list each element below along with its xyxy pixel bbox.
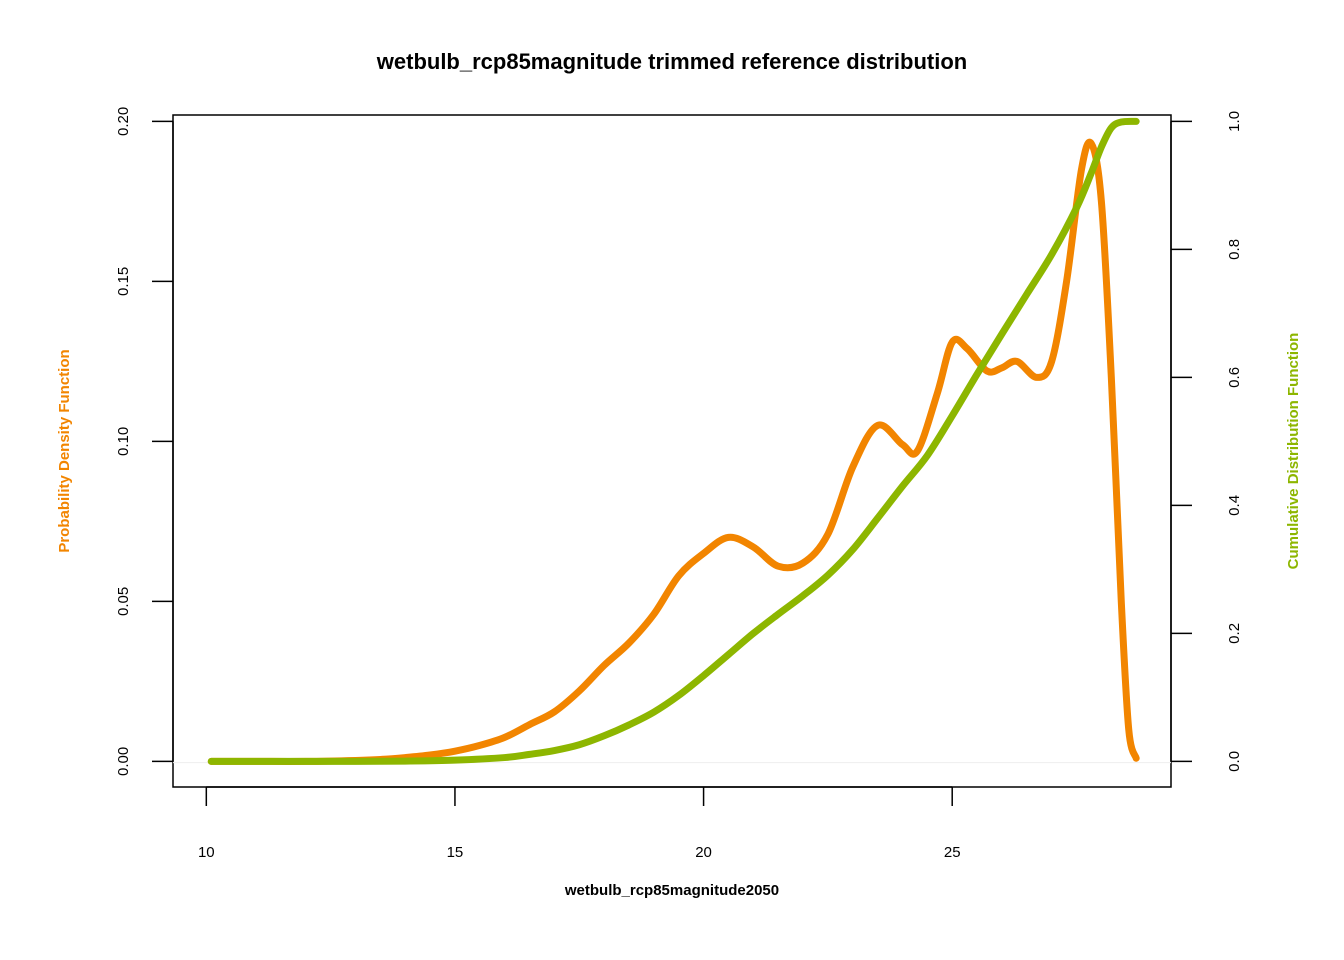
y-right-tick-label: 0.6 [1226, 367, 1243, 388]
x-tick-label: 15 [447, 844, 464, 861]
pdf-line [207, 138, 1140, 765]
y-right-tick-label: 0.0 [1226, 751, 1243, 772]
y-right-tick-label: 0.2 [1226, 623, 1243, 644]
x-axis-title: wetbulb_rcp85magnitude2050 [564, 882, 779, 899]
cdf-line [207, 117, 1140, 765]
y-left-tick-label: 0.15 [115, 267, 132, 296]
y-left-tick-label: 0.05 [115, 587, 132, 616]
y-right-tick-label: 0.8 [1226, 239, 1243, 260]
y-axis-right-title: Cumulative Distribution Function [1285, 333, 1302, 570]
x-tick-label: 20 [695, 844, 712, 861]
series-layer [207, 117, 1140, 765]
x-tick-label: 25 [944, 844, 961, 861]
y-left-tick-label: 0.20 [115, 107, 132, 136]
y-axis-left-title: Probability Density Function [56, 349, 73, 552]
y-right-tick-label: 1.0 [1226, 111, 1243, 132]
y-right-tick-label: 0.4 [1226, 495, 1243, 516]
chart-title: wetbulb_rcp85magnitude trimmed reference… [376, 49, 967, 74]
y-left-tick-label: 0.00 [115, 747, 132, 776]
y-left-tick-label: 0.10 [115, 427, 132, 456]
x-axis: 10 15 20 25 [198, 786, 961, 861]
x-tick-label: 10 [198, 844, 215, 861]
y-axis-right: 0.0 0.2 0.4 0.6 0.8 1.0 [1170, 111, 1243, 772]
y-axis-left: 0.00 0.05 0.10 0.15 0.20 [115, 107, 174, 776]
